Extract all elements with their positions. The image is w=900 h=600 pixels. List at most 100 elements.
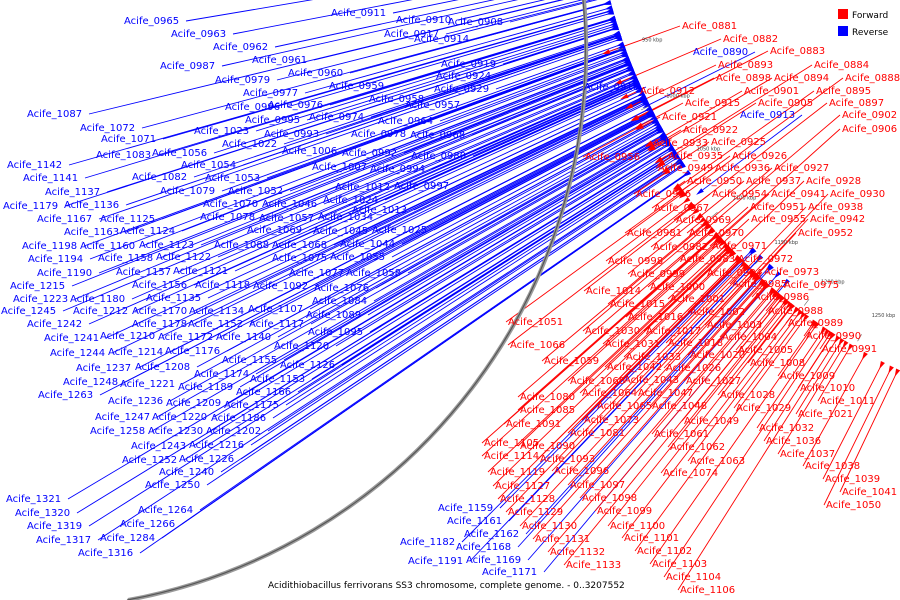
label-connector xyxy=(183,154,672,461)
reverse-gene-arrow xyxy=(696,188,704,195)
gene-label: Acife_1093 xyxy=(540,454,595,465)
gene-label: Acife_0959 xyxy=(329,81,384,92)
label-connector xyxy=(220,166,680,473)
genome-caption: Acidithiobacillus ferrivorans SS3 chromo… xyxy=(268,581,625,591)
label-connector xyxy=(563,298,783,566)
gene-label: Acife_1055 xyxy=(330,252,385,263)
label-connector xyxy=(309,123,653,310)
label-connector xyxy=(396,82,634,188)
gene-label: Acife_1210 xyxy=(100,331,155,342)
label-connector xyxy=(604,248,730,368)
scale-tick-label: 950 kbp xyxy=(642,37,662,43)
gene-label: Acife_1092 xyxy=(253,281,308,292)
forward-gene-arrow xyxy=(657,160,666,168)
gene-label: Acife_1191 xyxy=(408,556,463,567)
gene-label: Acife_1070 xyxy=(203,199,258,210)
label-connector xyxy=(391,119,651,258)
gene-label: Acife_1065 xyxy=(597,401,652,412)
gene-label: Acife_1008 xyxy=(750,358,805,369)
gene-label: Acife_0992 xyxy=(342,148,397,159)
label-connector xyxy=(519,273,755,527)
gene-label: Acife_0933 xyxy=(653,138,708,149)
reverse-gene-arrow xyxy=(683,170,691,177)
gene-label: Acife_0894 xyxy=(774,73,829,84)
reverse-gene-arrow xyxy=(766,264,774,273)
label-connector xyxy=(250,164,678,446)
gene-label: Acife_1135 xyxy=(146,293,201,304)
label-connector xyxy=(507,204,692,346)
label-connector xyxy=(582,225,709,332)
gene-label: Acife_0994 xyxy=(370,164,425,175)
scale-tick-label: 1200 kbp xyxy=(821,279,845,285)
forward-gene-arrow xyxy=(725,247,734,255)
label-connector xyxy=(687,312,801,462)
gene-label: Acife_0977 xyxy=(243,88,298,99)
gene-label: Acife_0936 xyxy=(715,163,770,174)
scale-tick xyxy=(672,160,680,166)
forward-gene-arrow xyxy=(834,335,841,344)
label-connector xyxy=(373,136,661,302)
gene-label: Acife_0961 xyxy=(252,55,307,66)
gene-label: Acife_1119 xyxy=(490,467,545,478)
label-connector xyxy=(141,59,624,247)
label-connector xyxy=(517,234,717,411)
scale-ticks: 950 kbp 1000 kbp 1050 kbp 1100 kbp 1150 kbp 1… xyxy=(615,37,895,342)
gene-label: Acife_1170 xyxy=(132,306,187,317)
label-connector xyxy=(683,77,844,196)
label-connector xyxy=(663,272,754,369)
gene-label: Acife_1236 xyxy=(108,396,163,407)
label-connector xyxy=(461,252,750,543)
gene-label: Acife_1077 xyxy=(289,268,344,279)
gene-label: Acife_1123 xyxy=(139,240,194,251)
gene-label: Acife_1091 xyxy=(506,419,561,430)
gene-label: Acife_1152 xyxy=(188,319,243,330)
label-connector xyxy=(492,253,734,487)
forward-gene-arrow xyxy=(703,222,711,230)
reverse-gene-arrow xyxy=(650,117,659,124)
gene-label: Acife_1137 xyxy=(45,187,100,198)
label-connector xyxy=(335,146,667,347)
gene-label: Acife_1120 xyxy=(274,341,329,352)
gene-label: Acife_1176 xyxy=(165,346,220,357)
label-connector xyxy=(325,36,616,135)
gene-label: Acife_1242 xyxy=(27,319,82,330)
gene-label: Acife_0949 xyxy=(658,163,713,174)
label-connector xyxy=(635,270,752,394)
gene-label: Acife_1129 xyxy=(508,507,563,518)
reverse-gene-arrow xyxy=(625,66,635,72)
reverse-gene-arrow xyxy=(640,97,649,104)
gene-label: Acife_0897 xyxy=(829,98,884,109)
label-connector xyxy=(567,277,759,486)
gene-label: Acife_1030 xyxy=(585,326,640,337)
gene-label: Acife_1076 xyxy=(314,283,369,294)
gene-label: Acife_1105 xyxy=(484,438,539,449)
gene-label: Acife_0966 xyxy=(636,189,691,200)
label-connector xyxy=(650,210,697,248)
gene-label: Acife_1156 xyxy=(132,280,187,291)
gene-label: Acife_1082 xyxy=(132,172,187,183)
gene-label: Acife_1049 xyxy=(684,416,739,427)
forward-gene-arrow xyxy=(656,159,665,166)
label-connector xyxy=(621,309,797,539)
label-connector xyxy=(532,281,764,540)
gene-label: Acife_1166 xyxy=(236,387,291,398)
forward-gene-arrow xyxy=(778,295,785,303)
label-connector xyxy=(74,70,628,300)
gene-label: Acife_0908 xyxy=(448,17,503,28)
label-connector xyxy=(274,0,495,48)
gene-label: Acife_0969 xyxy=(676,215,731,226)
label-connector xyxy=(505,192,683,323)
label-connector xyxy=(131,80,633,300)
label-connector xyxy=(719,193,770,240)
gene-label: Acife_1062 xyxy=(670,442,725,453)
gene-label: Acife_0913 xyxy=(740,110,795,121)
label-connector xyxy=(643,51,756,108)
label-connector xyxy=(329,19,610,106)
forward-gene-arrow xyxy=(677,190,686,197)
label-connector xyxy=(487,247,728,473)
gene-label: Acife_1021 xyxy=(798,409,853,420)
gene-label: Acife_1064 xyxy=(582,388,637,399)
legend-forward-swatch xyxy=(838,9,848,19)
label-connector xyxy=(649,324,818,565)
label-connector xyxy=(445,0,584,35)
